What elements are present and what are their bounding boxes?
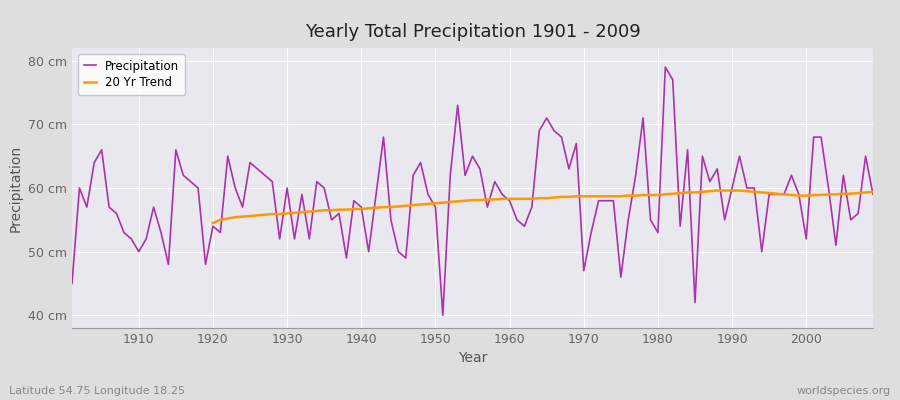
20 Yr Trend — [868, 190, 878, 194]
Precipitation — [504, 198, 515, 203]
Line: Precipitation: Precipitation — [72, 67, 873, 315]
Precipitation — [126, 236, 137, 241]
Precipitation — [600, 198, 611, 203]
20 Yr Trend — [764, 191, 775, 196]
Title: Yearly Total Precipitation 1901 - 2009: Yearly Total Precipitation 1901 - 2009 — [304, 23, 641, 41]
Precipitation — [868, 192, 878, 197]
20 Yr Trend — [668, 191, 679, 196]
Text: Latitude 54.75 Longitude 18.25: Latitude 54.75 Longitude 18.25 — [9, 386, 185, 396]
20 Yr Trend — [778, 192, 789, 197]
Text: worldspecies.org: worldspecies.org — [796, 386, 891, 396]
Precipitation — [660, 65, 670, 70]
Precipitation — [437, 313, 448, 318]
20 Yr Trend — [712, 188, 723, 193]
Precipitation — [511, 218, 522, 222]
Y-axis label: Precipitation: Precipitation — [8, 144, 22, 232]
Precipitation — [334, 211, 345, 216]
Legend: Precipitation, 20 Yr Trend: Precipitation, 20 Yr Trend — [78, 54, 185, 95]
20 Yr Trend — [208, 220, 219, 225]
20 Yr Trend — [296, 210, 307, 214]
Line: 20 Yr Trend: 20 Yr Trend — [213, 190, 873, 223]
Precipitation — [67, 281, 77, 286]
20 Yr Trend — [845, 191, 856, 196]
20 Yr Trend — [408, 203, 418, 208]
X-axis label: Year: Year — [458, 352, 487, 366]
Precipitation — [289, 236, 300, 241]
